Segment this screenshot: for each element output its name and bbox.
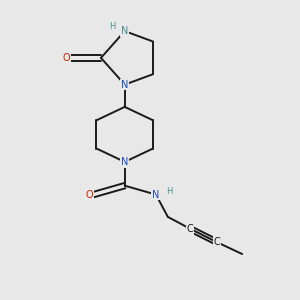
Text: O: O <box>85 190 93 200</box>
Text: H: H <box>166 187 172 196</box>
Text: N: N <box>121 80 128 90</box>
Text: C: C <box>214 237 220 247</box>
Text: H: H <box>109 22 116 31</box>
Text: N: N <box>121 26 128 36</box>
Text: N: N <box>152 190 160 200</box>
Text: C: C <box>187 224 194 234</box>
Text: O: O <box>63 53 70 63</box>
Text: N: N <box>121 157 128 167</box>
